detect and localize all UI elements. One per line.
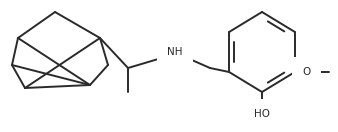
Text: NH: NH — [167, 47, 183, 57]
Text: HO: HO — [254, 109, 270, 119]
Text: O: O — [303, 67, 311, 77]
